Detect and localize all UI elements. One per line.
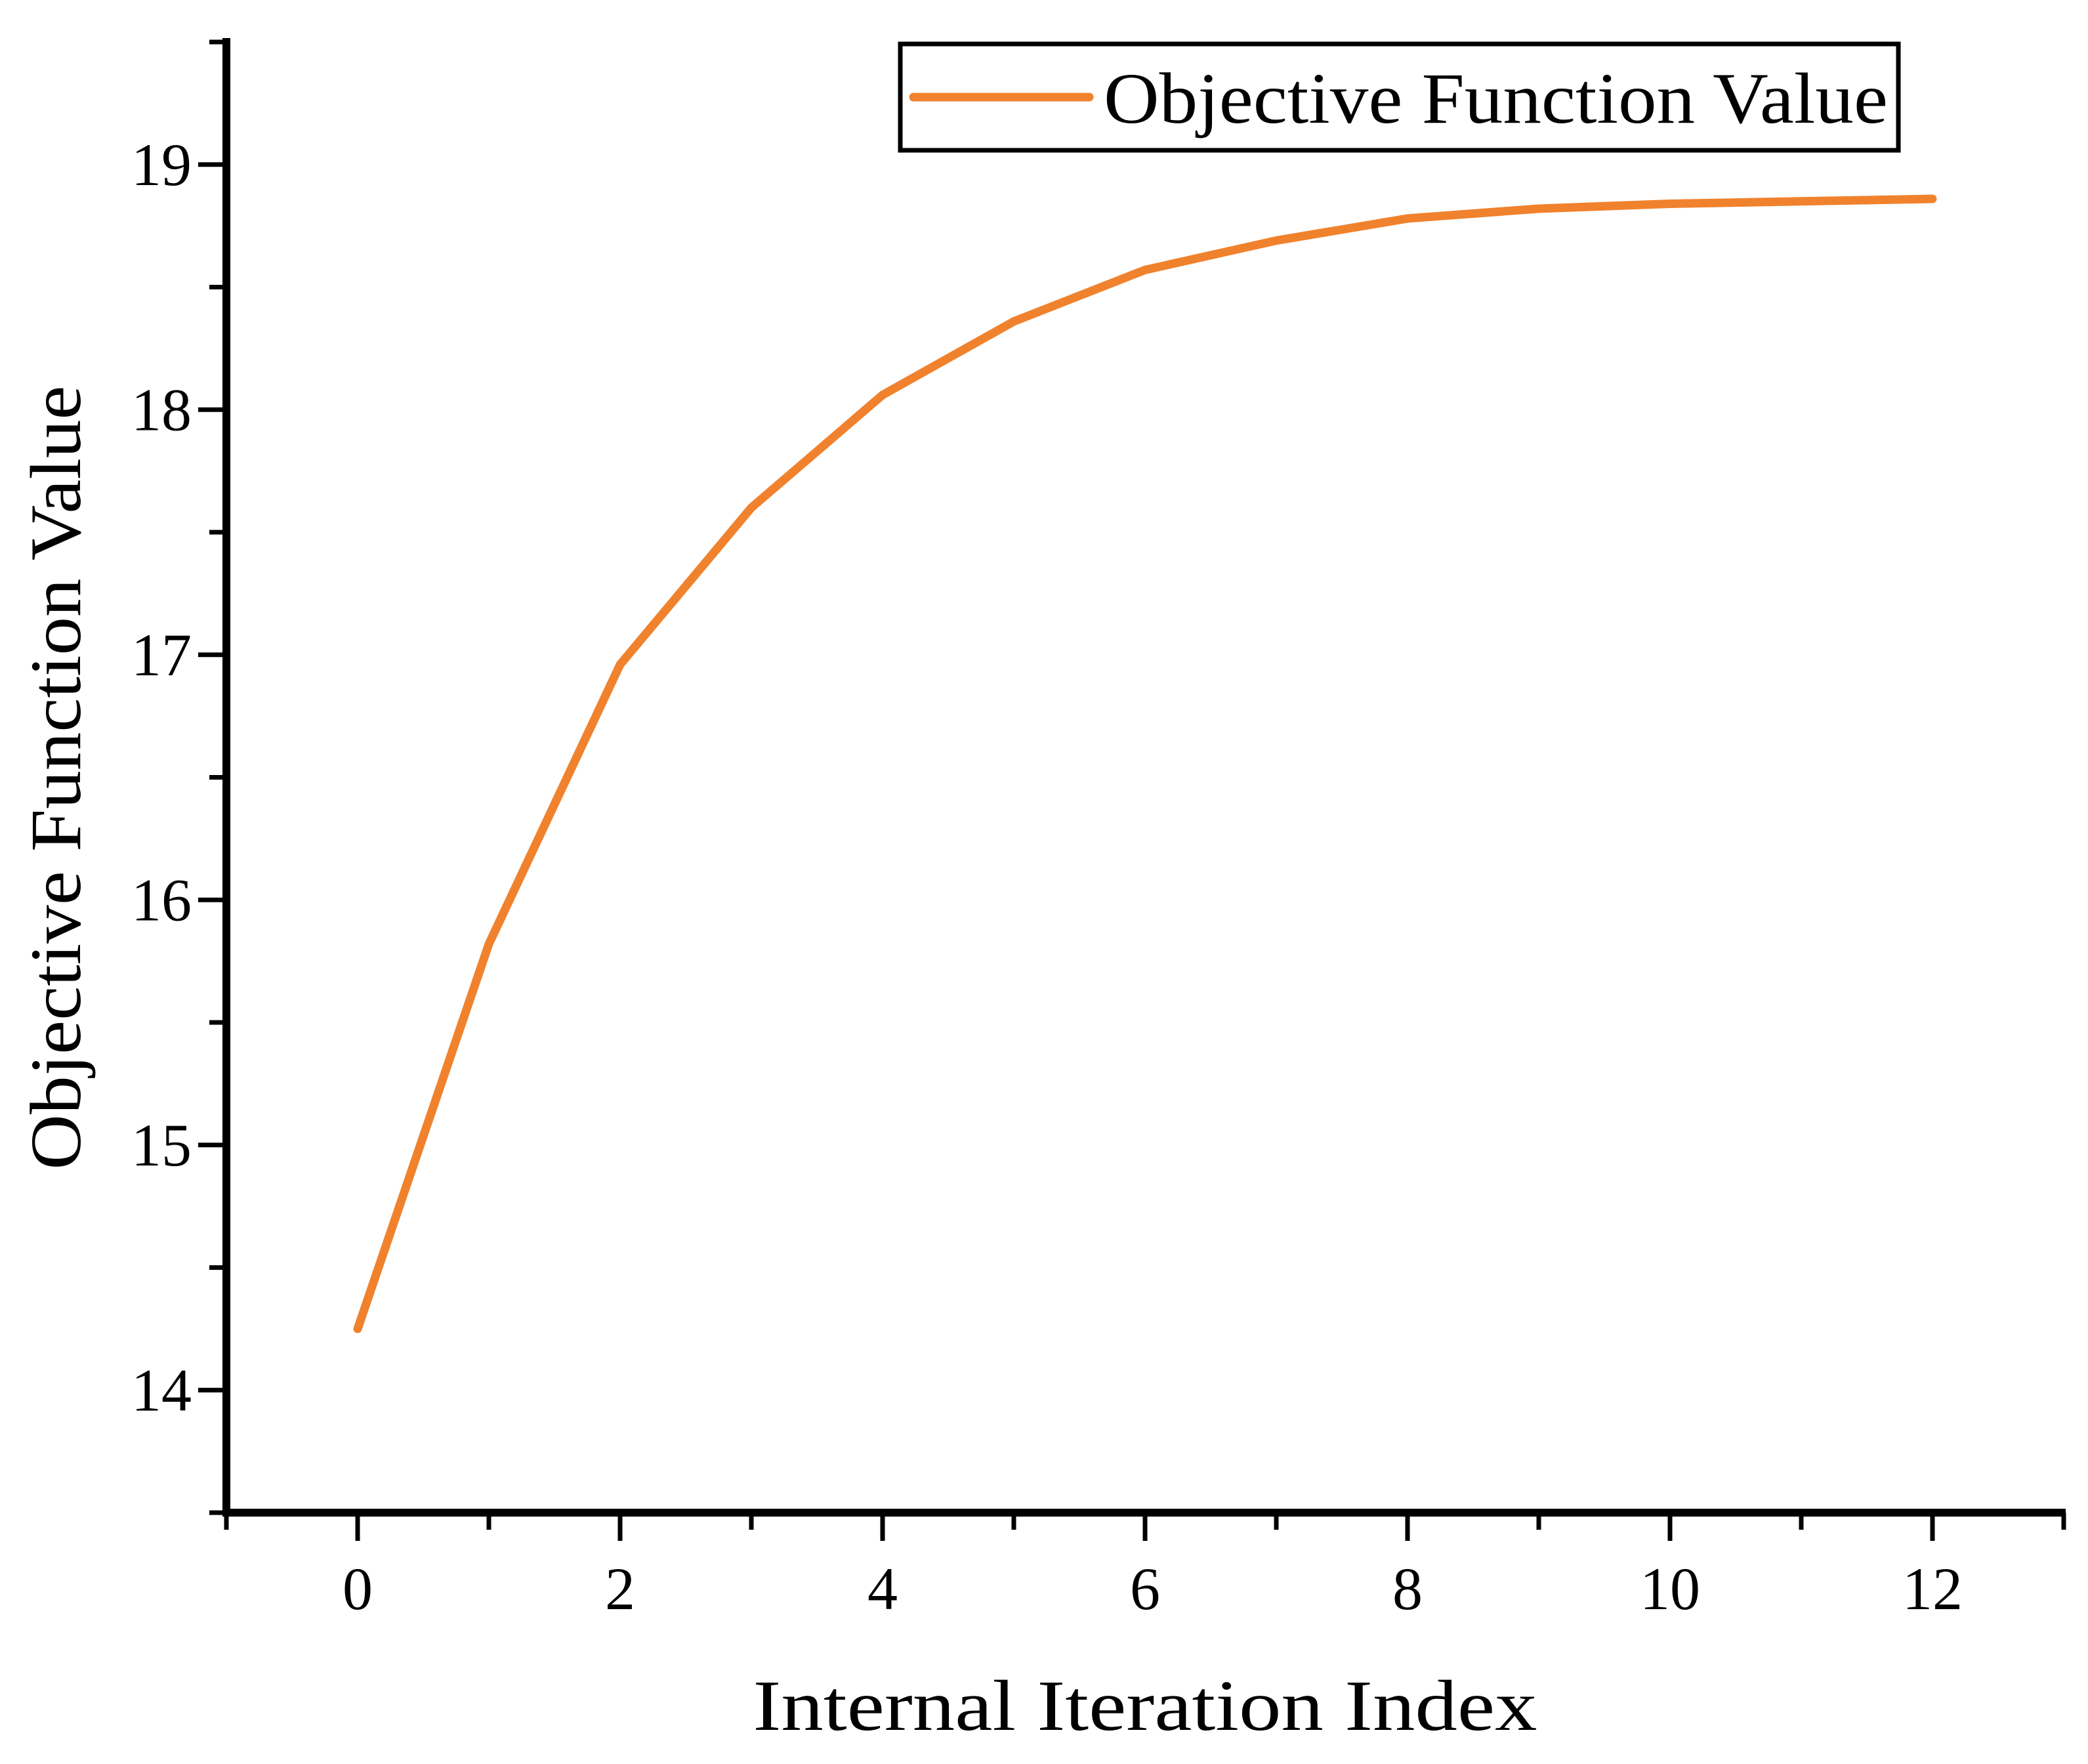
legend: Objective Function Value [898,41,1901,153]
x-tick-label: 6 [1130,1555,1160,1622]
y-tick-label: 15 [131,1112,192,1179]
x-tick-label: 4 [867,1555,898,1622]
legend-entry-label: Objective Function Value [1104,58,1888,138]
y-tick-label: 19 [131,131,192,198]
x-axis-label: Internal Iteration Index [753,1666,1537,1746]
y-axis-label: Objective Function Value [16,386,96,1170]
y-tick-label: 16 [131,866,192,933]
x-tick-label: 8 [1392,1555,1423,1622]
axis-spines [222,38,2066,1517]
axis-ticks [198,39,2066,1541]
series-line [353,194,1937,1334]
x-tick-label: 2 [605,1555,635,1622]
y-tick-label: 17 [131,621,192,688]
x-tick-label: 10 [1640,1555,1700,1622]
data-series [353,194,1937,1334]
x-tick-label: 0 [343,1555,373,1622]
y-tick-label: 18 [131,376,192,443]
axis-tick-labels: 0 2 4 6 8 10 12 14 15 16 17 18 19 [131,131,1963,1622]
x-tick-label: 12 [1902,1555,1963,1622]
y-tick-label: 14 [131,1356,192,1423]
